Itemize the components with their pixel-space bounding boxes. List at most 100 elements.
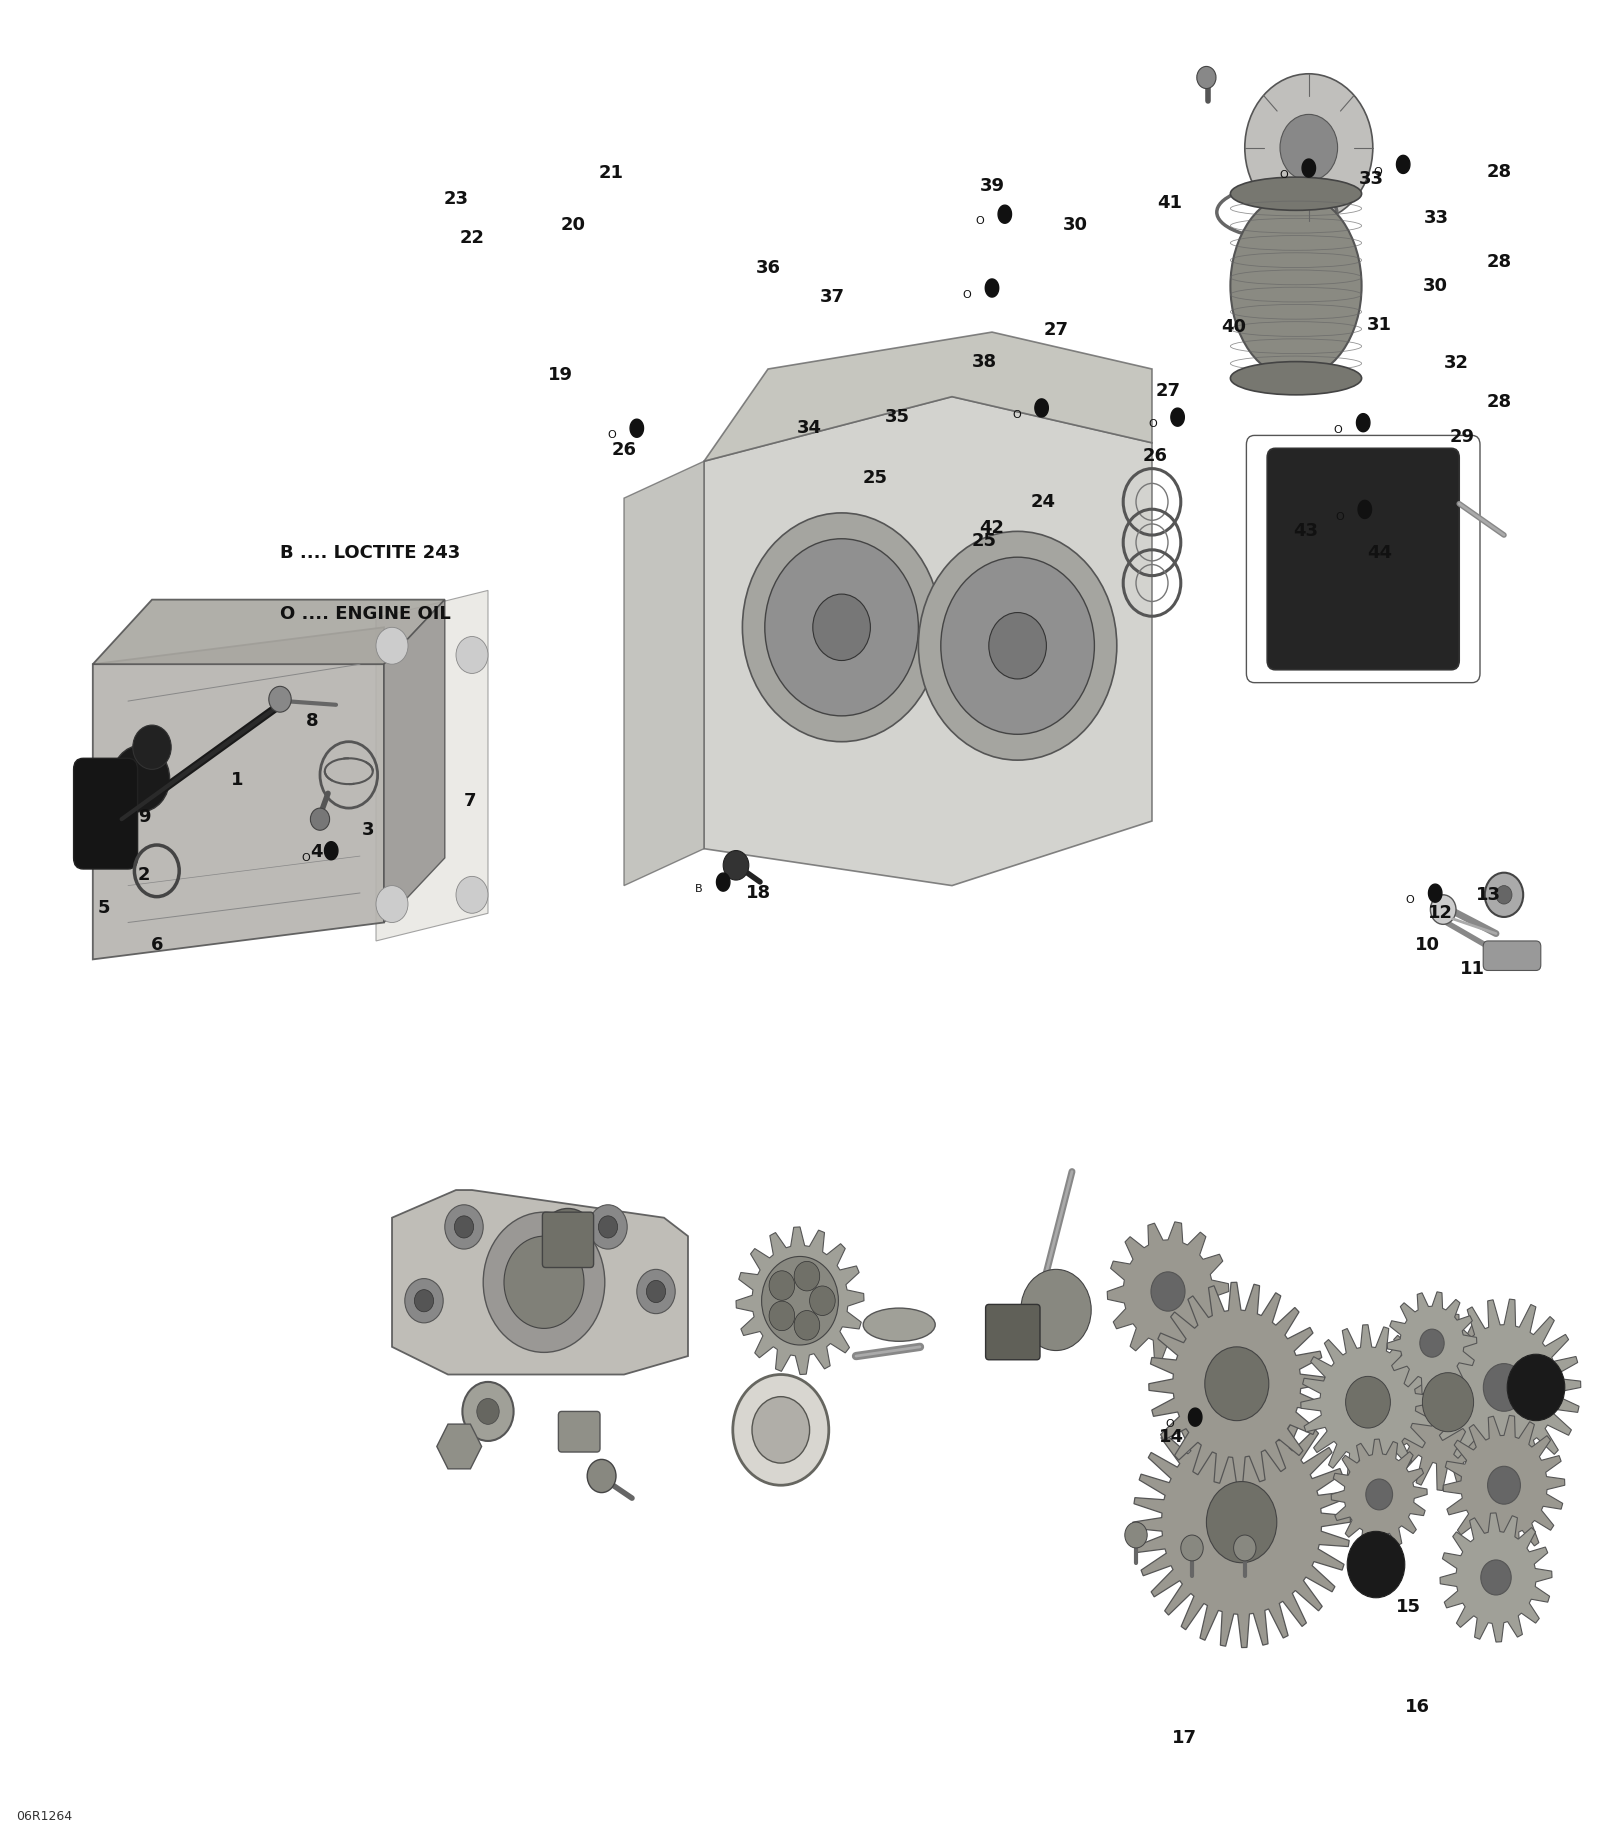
Ellipse shape bbox=[562, 1415, 597, 1441]
Polygon shape bbox=[1357, 413, 1370, 432]
Text: 14: 14 bbox=[1158, 1428, 1184, 1446]
Text: 24: 24 bbox=[1030, 493, 1056, 511]
Ellipse shape bbox=[1230, 177, 1362, 210]
Text: 34: 34 bbox=[797, 419, 822, 437]
Text: O: O bbox=[1013, 410, 1021, 421]
Circle shape bbox=[1206, 1482, 1277, 1563]
Text: 42: 42 bbox=[979, 518, 1005, 537]
Polygon shape bbox=[1149, 1282, 1325, 1485]
Text: O: O bbox=[1334, 424, 1342, 435]
Text: 28: 28 bbox=[1486, 253, 1512, 271]
Circle shape bbox=[1125, 1522, 1147, 1548]
Text: 23: 23 bbox=[443, 190, 469, 208]
Circle shape bbox=[770, 1271, 795, 1301]
Polygon shape bbox=[1133, 1397, 1350, 1648]
Text: 16: 16 bbox=[1405, 1697, 1430, 1716]
Circle shape bbox=[1419, 1328, 1445, 1358]
Polygon shape bbox=[1035, 399, 1048, 417]
Circle shape bbox=[1422, 1373, 1474, 1432]
Circle shape bbox=[1507, 1354, 1565, 1421]
Circle shape bbox=[376, 886, 408, 922]
Polygon shape bbox=[376, 590, 488, 941]
Polygon shape bbox=[986, 279, 998, 297]
Text: 27: 27 bbox=[1155, 382, 1181, 400]
Circle shape bbox=[810, 1286, 835, 1315]
Text: O: O bbox=[302, 852, 310, 863]
Circle shape bbox=[310, 808, 330, 830]
Text: 36: 36 bbox=[755, 258, 781, 277]
Text: 32: 32 bbox=[1443, 354, 1469, 373]
Circle shape bbox=[414, 1290, 434, 1312]
FancyBboxPatch shape bbox=[1483, 941, 1541, 970]
Text: 5: 5 bbox=[98, 899, 110, 917]
Circle shape bbox=[646, 1280, 666, 1303]
Polygon shape bbox=[93, 627, 384, 959]
Text: 20: 20 bbox=[560, 216, 586, 234]
Polygon shape bbox=[998, 205, 1011, 223]
Circle shape bbox=[770, 1301, 795, 1330]
Text: 35: 35 bbox=[885, 408, 910, 426]
Polygon shape bbox=[1171, 408, 1184, 426]
Circle shape bbox=[637, 1269, 675, 1314]
Text: 18: 18 bbox=[746, 884, 771, 902]
Circle shape bbox=[1488, 1467, 1520, 1504]
Text: O: O bbox=[963, 290, 971, 301]
Circle shape bbox=[1205, 1347, 1269, 1421]
Text: 06R1264: 06R1264 bbox=[16, 1810, 72, 1823]
Text: 33: 33 bbox=[1358, 170, 1384, 188]
Circle shape bbox=[133, 725, 171, 769]
Polygon shape bbox=[1427, 1299, 1581, 1476]
Circle shape bbox=[1021, 1269, 1091, 1351]
Text: 19: 19 bbox=[547, 365, 573, 384]
Circle shape bbox=[456, 876, 488, 913]
Polygon shape bbox=[1387, 1292, 1477, 1395]
Text: 40: 40 bbox=[1221, 317, 1246, 336]
Text: 1: 1 bbox=[230, 771, 243, 790]
Polygon shape bbox=[325, 841, 338, 860]
Polygon shape bbox=[1107, 1221, 1229, 1362]
Circle shape bbox=[1347, 1531, 1405, 1598]
Polygon shape bbox=[1429, 884, 1442, 902]
Text: O .... ENGINE OIL: O .... ENGINE OIL bbox=[280, 605, 451, 624]
Polygon shape bbox=[384, 600, 445, 922]
Polygon shape bbox=[93, 600, 445, 664]
Text: 43: 43 bbox=[1293, 522, 1318, 541]
Circle shape bbox=[589, 1205, 627, 1249]
Text: 21: 21 bbox=[598, 164, 624, 183]
Text: B: B bbox=[694, 884, 702, 895]
Text: 9: 9 bbox=[138, 808, 150, 827]
Text: 11: 11 bbox=[1459, 959, 1485, 978]
Circle shape bbox=[1197, 66, 1216, 89]
Text: 15: 15 bbox=[1395, 1598, 1421, 1616]
FancyBboxPatch shape bbox=[542, 1212, 594, 1268]
Text: O: O bbox=[608, 430, 616, 441]
Polygon shape bbox=[717, 873, 730, 891]
Circle shape bbox=[742, 513, 941, 742]
Text: 44: 44 bbox=[1366, 544, 1392, 563]
Circle shape bbox=[456, 637, 488, 673]
Text: O: O bbox=[976, 216, 984, 227]
Polygon shape bbox=[1440, 1513, 1552, 1642]
Ellipse shape bbox=[1230, 362, 1362, 395]
Circle shape bbox=[733, 1375, 829, 1485]
Polygon shape bbox=[704, 397, 1152, 886]
FancyBboxPatch shape bbox=[74, 758, 138, 869]
FancyBboxPatch shape bbox=[558, 1411, 600, 1452]
Text: 30: 30 bbox=[1422, 277, 1448, 295]
Text: B .... LOCTITE 243: B .... LOCTITE 243 bbox=[280, 544, 461, 563]
Text: O: O bbox=[1166, 1419, 1174, 1430]
Text: 29: 29 bbox=[1450, 428, 1475, 446]
Circle shape bbox=[1213, 1356, 1261, 1411]
Text: 8: 8 bbox=[306, 712, 318, 731]
Text: 4: 4 bbox=[310, 843, 323, 862]
Text: 12: 12 bbox=[1427, 904, 1453, 922]
Text: 10: 10 bbox=[1414, 935, 1440, 954]
Circle shape bbox=[813, 594, 870, 661]
Circle shape bbox=[462, 1382, 514, 1441]
Circle shape bbox=[1366, 1480, 1392, 1509]
Text: 39: 39 bbox=[979, 177, 1005, 196]
Text: O: O bbox=[1280, 170, 1288, 181]
Circle shape bbox=[1430, 895, 1456, 924]
Ellipse shape bbox=[1230, 194, 1362, 378]
Polygon shape bbox=[1397, 155, 1410, 173]
